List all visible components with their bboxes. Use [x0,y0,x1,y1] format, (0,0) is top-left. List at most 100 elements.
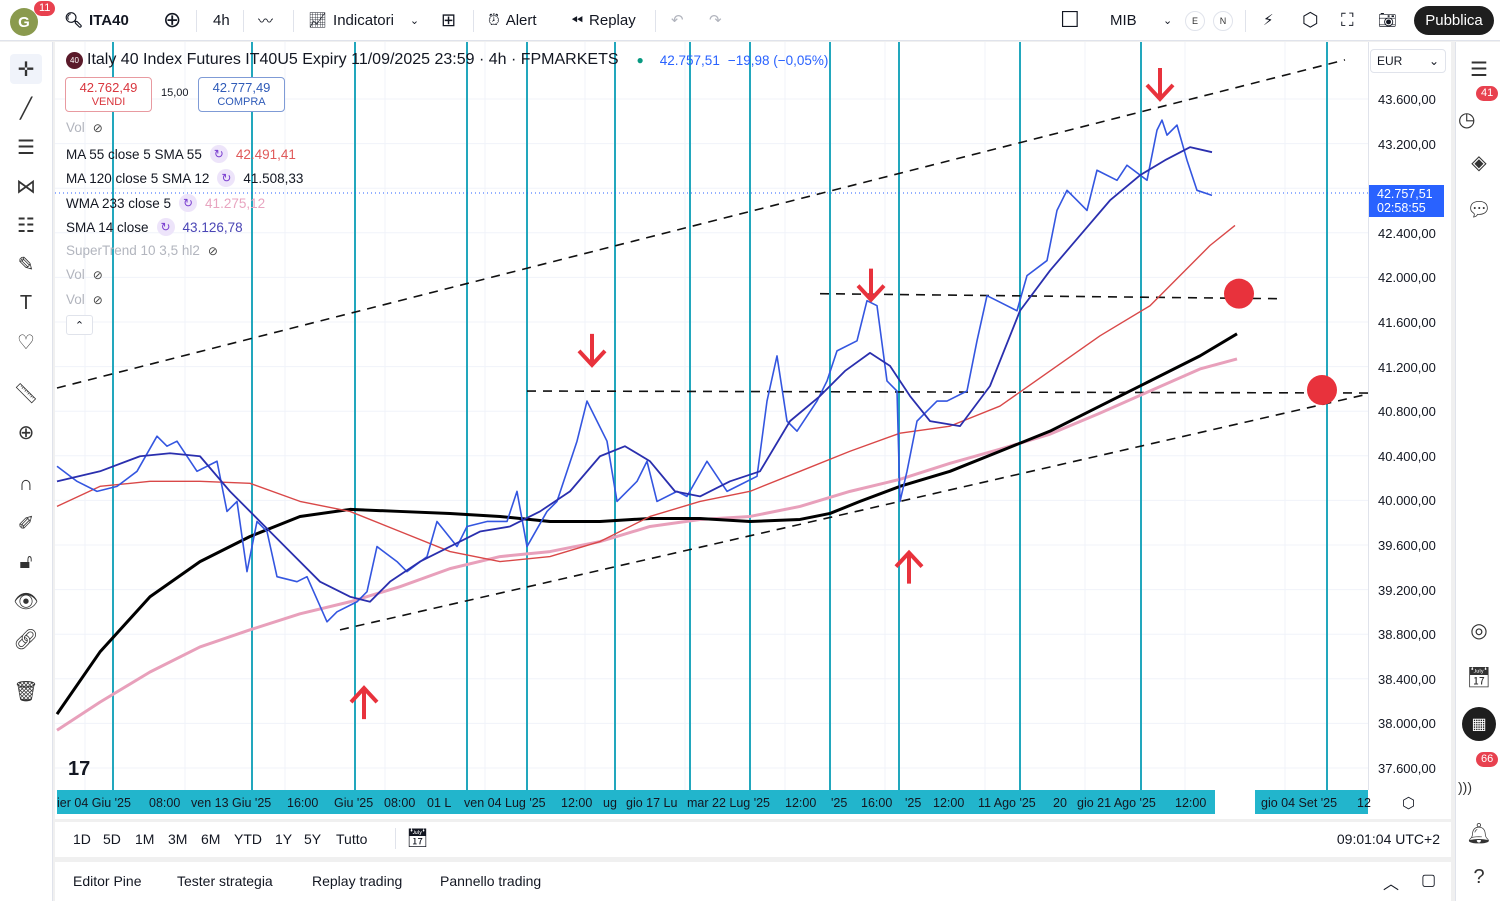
layout-name-button[interactable]: MIB [1110,11,1137,29]
price-chart[interactable] [55,42,1368,790]
crosshair-tool[interactable]: ✛ [10,54,42,84]
range-1d[interactable]: 1D [73,831,91,847]
expand-panel-icon[interactable]: ︿ [1383,876,1400,893]
calendar-icon: 📅︎ [1466,666,1492,689]
indicator-row-ma120[interactable]: MA 120 close 5 SMA 12 ↻ 41.508,33 [66,169,304,187]
help-button[interactable]: ? [1464,862,1494,892]
trendline-tool[interactable]: ╱ [10,93,42,123]
pattern-icon: ⋈ [16,175,36,198]
layout-dropdown[interactable]: ⌄ [1163,0,1172,41]
notifications-button[interactable]: 🔔︎ [1464,818,1494,848]
price-axis[interactable]: 43.600,00 43.200,00 42.400,00 42.000,00 41.6… [1368,42,1450,790]
range-ytd[interactable]: YTD [234,831,262,847]
eye-hidden-icon[interactable]: ⊘ [207,243,218,258]
refresh-icon[interactable]: ↻ [209,145,228,163]
lock-drawings-tool[interactable]: 🔓︎ [10,547,42,577]
text-tool[interactable]: T [10,288,42,318]
tab-strategy-tester[interactable]: Tester strategia [177,873,273,889]
screener-button[interactable]: ◎ [1464,615,1494,645]
range-5d[interactable]: 5D [103,831,121,847]
axis-settings-icon[interactable]: ⬡ [1402,795,1416,812]
symbol-search[interactable]: 🔍︎ ITA40 [64,11,129,30]
undo-button[interactable]: ↶ [671,0,684,41]
icon-tool[interactable]: ♡ [10,327,42,357]
sell-button[interactable]: 42.762,49 VENDI [65,77,152,112]
range-5y[interactable]: 5Y [304,831,322,847]
user-avatar[interactable]: G [10,8,38,36]
measure-tool[interactable]: 📏︎ [10,378,42,408]
chat-button[interactable]: 💬︎ [1464,194,1494,224]
layout-toggle-button[interactable]: ☐ [1060,0,1080,41]
range-1y[interactable]: 1Y [275,831,293,847]
quick-search-button[interactable]: ⚡︎ [1263,0,1274,41]
refresh-icon[interactable]: ↻ [217,169,236,187]
publish-button[interactable]: Pubblica [1414,6,1494,35]
trendline-icon: ╱ [19,97,33,120]
chart-pane[interactable]: 17 [55,42,1451,819]
indicator-row-vol[interactable]: Vol ⊘ [66,120,103,135]
refresh-icon[interactable]: ↻ [179,194,198,212]
n-button[interactable]: N [1213,11,1233,31]
range-6m[interactable]: 6M [201,831,221,847]
buy-button[interactable]: 42.777,49 COMPRA [198,77,285,112]
magnet-tool[interactable]: ∩ [10,469,42,499]
watchlist-button[interactable]: ☰ [1464,54,1494,84]
time-label: 08:00 [149,796,181,810]
notification-badge: 11 [34,1,56,16]
time-label: mar 22 Lug '25 [687,796,770,810]
range-3m[interactable]: 3M [168,831,188,847]
zoom-tool[interactable]: ⊕ [10,417,42,447]
replay-button[interactable]: ⏪︎ Replay [571,11,636,29]
go-to-date-button[interactable]: 📅︎ [395,828,429,849]
pattern-tool[interactable]: ⋈ [10,171,42,201]
link-tool[interactable]: 🔗︎ [10,624,42,654]
news-button[interactable]: ))) [1458,772,1480,802]
indicator-row-supertrend[interactable]: SuperTrend 10 3,5 hl2 ⊘ [66,243,218,258]
templates-button[interactable]: ⊞ [441,0,456,41]
tab-trading-panel[interactable]: Pannello trading [440,873,542,889]
tab-replay-trading[interactable]: Replay trading [312,873,403,889]
range-1m[interactable]: 1M [135,831,155,847]
object-tree-button[interactable]: ◈ [1464,147,1494,177]
chevron-down-icon: ⌄ [1428,54,1439,68]
eye-hidden-icon[interactable]: ⊘ [92,267,103,282]
calendar-button[interactable]: 📅︎ [1464,662,1494,692]
indicator-row-sma14[interactable]: SMA 14 close ↻ 43.126,78 [66,218,243,236]
alerts-button[interactable]: ◷ [1458,104,1480,134]
chart-type-button[interactable]: 〰 [258,0,273,41]
settings-button[interactable]: ⬡ [1302,0,1319,41]
eye-hidden-icon[interactable]: ⊘ [92,292,103,307]
eye-hidden-icon[interactable]: ⊘ [92,120,103,135]
time-range-highlight [57,790,1215,814]
range-tutto[interactable]: Tutto [336,831,368,847]
remove-drawings-tool[interactable]: 🗑︎ [10,676,42,706]
indicators-button[interactable]: 📈︎ Indicatori ⌄ [308,11,420,30]
symbol-title[interactable]: Italy 40 Index Futures IT40U5 Expiry 11/… [87,51,619,68]
maximize-panel-icon[interactable]: ▢ [1421,872,1437,889]
prediction-tool[interactable]: ☷ [10,210,42,240]
interval-button[interactable]: 4h [213,11,230,29]
fib-tool[interactable]: ☰ [10,132,42,162]
indicator-row-vol[interactable]: Vol ⊘ [66,292,103,307]
add-symbol-button[interactable]: ⊕ [163,0,181,41]
time-label: ier 04 Giu '25 [57,796,131,810]
hide-drawings-tool[interactable]: 👁︎ [10,586,42,616]
e-button[interactable]: E [1185,11,1205,31]
redo-button[interactable]: ↷ [709,0,722,41]
indicator-row-wma233[interactable]: WMA 233 close 5 ↻ 41.275,12 [66,194,266,212]
indicator-row-vol[interactable]: Vol ⊘ [66,267,103,282]
indicator-row-ma55[interactable]: MA 55 close 5 SMA 55 ↻ 42.491,41 [66,145,296,163]
products-button[interactable]: ▦ [1462,707,1496,741]
time-axis[interactable]: ier 04 Giu '25 08:00 ven 13 Giu '25 16:00 Gi… [55,790,1451,818]
time-label: 11 Ago '25 [978,796,1036,810]
tab-pine-editor[interactable]: Editor Pine [73,873,142,889]
clock[interactable]: 09:01:04 UTC+2 [1336,831,1440,847]
collapse-legend-button[interactable]: ⌃ [66,315,93,335]
brush-tool[interactable]: ✎ [10,249,42,279]
screenshot-button[interactable]: 📷︎ [1378,0,1397,41]
alert-button[interactable]: ⏰︎ Alert [488,11,537,29]
currency-select[interactable]: EUR ⌄ [1370,49,1446,73]
stay-drawing-tool[interactable]: ✐ [10,508,42,538]
fullscreen-button[interactable]: ⛶ [1341,0,1354,41]
refresh-icon[interactable]: ↻ [156,218,175,236]
